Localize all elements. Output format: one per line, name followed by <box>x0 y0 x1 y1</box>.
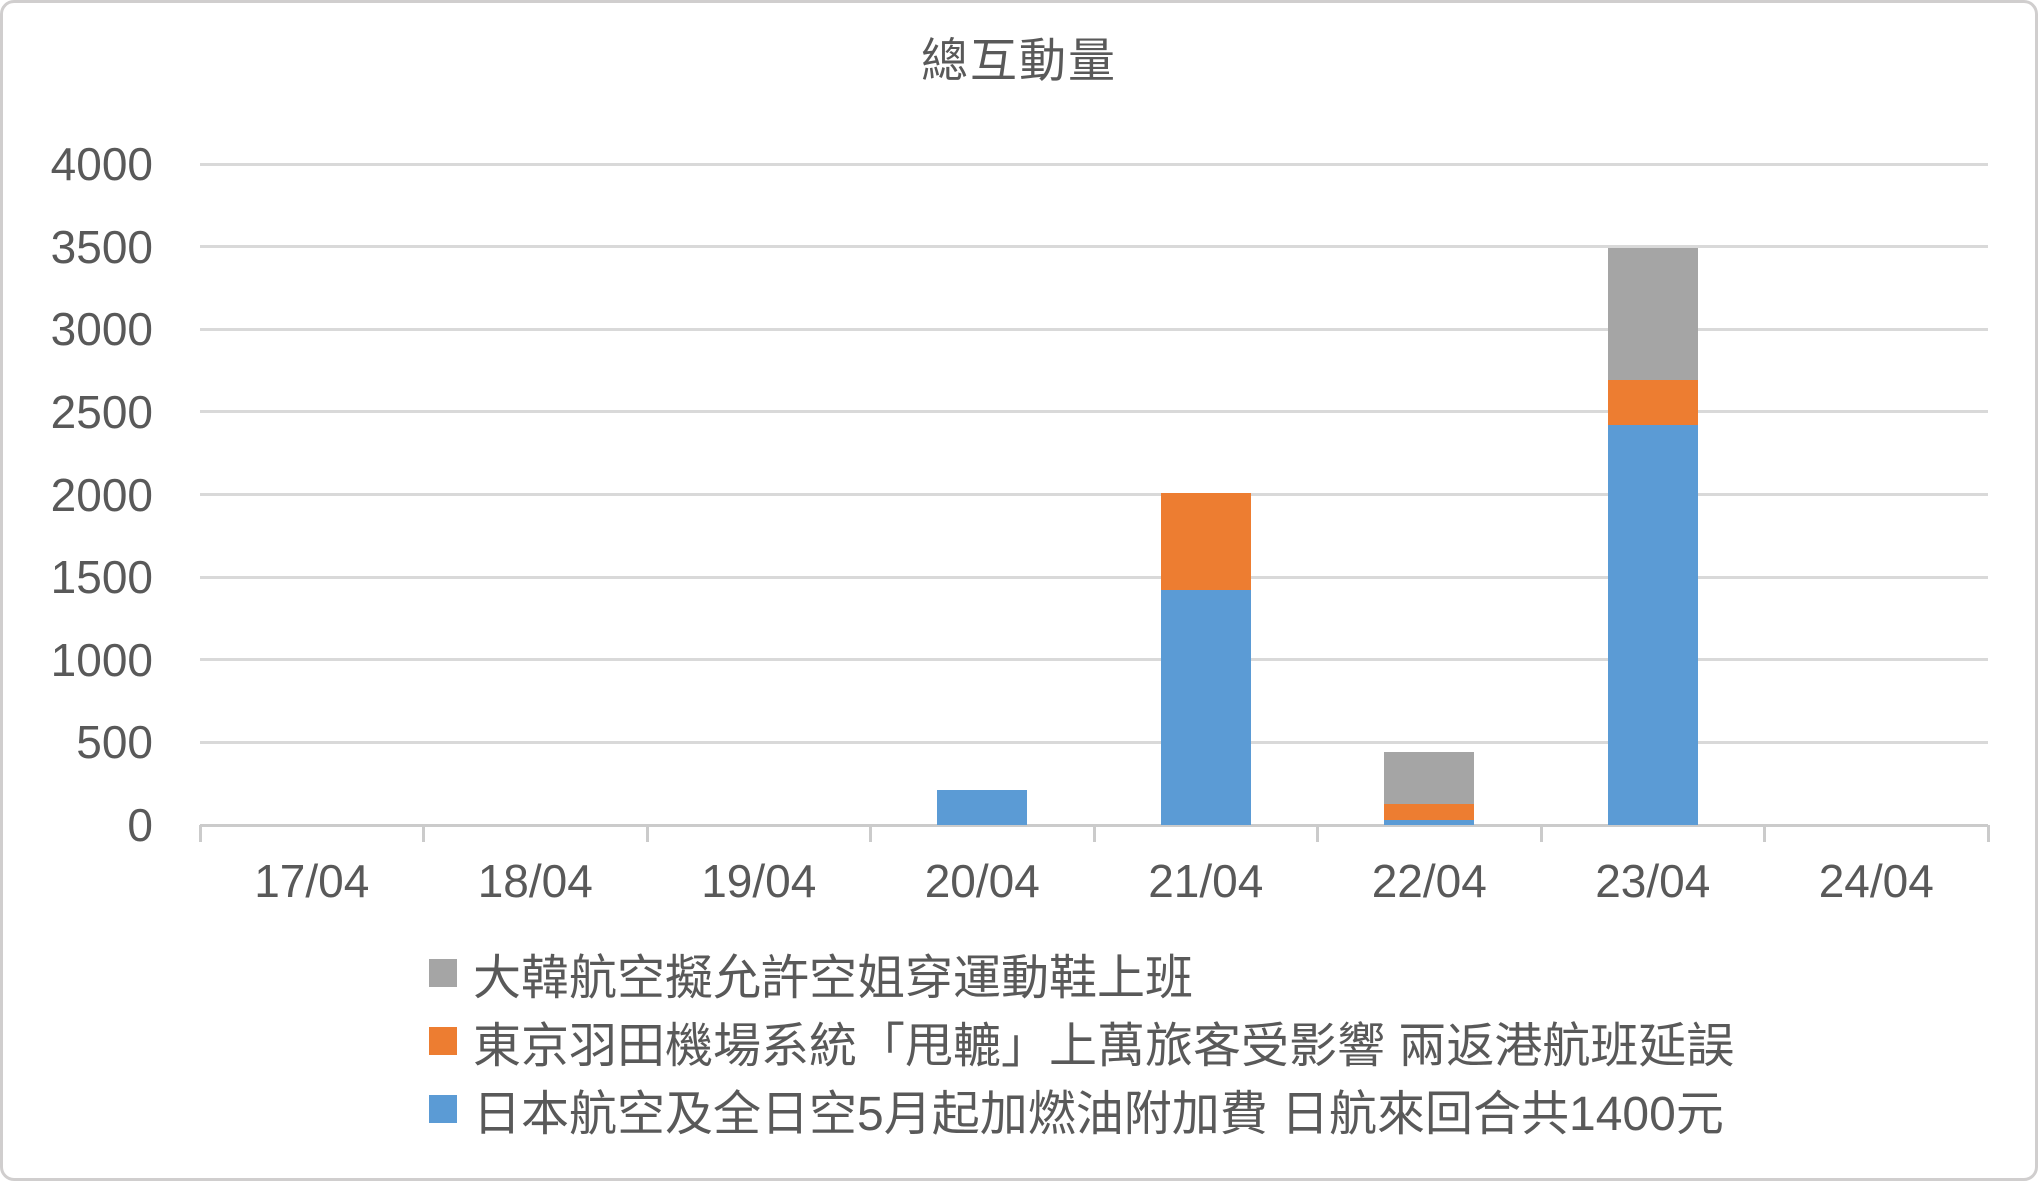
legend-label: 日本航空及全日空5月起加燃油附加費 日航來回合共1400元 <box>473 1088 1724 1141</box>
bar-segment <box>1384 820 1475 825</box>
x-axis-tick-mark <box>1539 825 1543 842</box>
bar-segment <box>1607 425 1698 825</box>
gridline <box>200 658 1988 662</box>
x-axis-tick-label: 19/04 <box>701 855 817 907</box>
y-axis-tick-label: 1000 <box>50 633 153 686</box>
legend: 大韓航空擬允許空姐穿運動鞋上班東京羽田機場系統「甩轆」上萬旅客受影響 兩返港航班… <box>429 939 1734 1143</box>
y-axis-tick-label: 1500 <box>50 551 153 604</box>
x-axis-tick-mark <box>645 825 649 842</box>
legend-item: 日本航空及全日空5月起加燃油附加費 日航來回合共1400元 <box>429 1075 1734 1143</box>
gridline <box>200 245 1988 249</box>
x-axis-tick-mark <box>1986 825 1990 842</box>
bar-segment <box>1160 492 1251 591</box>
gridline <box>200 575 1988 579</box>
gridline <box>200 327 1988 331</box>
bar-segment <box>1384 803 1475 821</box>
y-axis-tick-label: 500 <box>76 716 153 769</box>
y-axis-tick-label: 4000 <box>50 138 153 190</box>
bar-segment <box>1607 248 1698 381</box>
legend-label: 東京羽田機場系統「甩轆」上萬旅客受影響 兩返港航班延誤 <box>473 1020 1735 1073</box>
x-axis-tick-label: 23/04 <box>1595 855 1711 907</box>
x-axis-tick-mark <box>198 825 202 842</box>
chart-title: 總互動量 <box>921 34 1117 87</box>
y-axis-tick-label: 0 <box>127 799 153 851</box>
legend-item: 東京羽田機場系統「甩轆」上萬旅客受影響 兩返港航班延誤 <box>429 1007 1734 1075</box>
bar-segment <box>1384 752 1475 804</box>
gridline <box>200 162 1988 166</box>
x-axis-tick-mark <box>1763 825 1766 842</box>
x-axis-tick-mark <box>422 825 425 842</box>
bar-segment <box>1607 380 1698 426</box>
bar-segment <box>937 790 1028 825</box>
bar-segment <box>1160 590 1251 825</box>
x-axis-tick-mark <box>1316 825 1319 842</box>
x-axis-tick-label: 18/04 <box>477 855 593 907</box>
y-axis-tick-label: 3000 <box>50 303 153 356</box>
legend-swatch-icon <box>429 1095 457 1123</box>
y-axis-tick-label: 2500 <box>50 385 153 438</box>
x-axis-tick-label: 21/04 <box>1148 855 1264 907</box>
y-axis-tick-label: 2000 <box>50 468 153 521</box>
legend-swatch-icon <box>429 959 457 987</box>
gridline <box>200 410 1988 414</box>
x-axis-tick-label: 24/04 <box>1818 855 1934 907</box>
legend-item: 大韓航空擬允許空姐穿運動鞋上班 <box>429 939 1734 1007</box>
y-axis-tick-label: 3500 <box>50 220 153 273</box>
x-axis-tick-label: 20/04 <box>924 855 1040 907</box>
gridline <box>200 740 1988 744</box>
x-axis-tick-label: 17/04 <box>254 855 370 907</box>
gridline <box>200 493 1988 496</box>
x-axis-tick-mark <box>869 825 872 842</box>
legend-swatch-icon <box>429 1027 457 1055</box>
x-axis-tick-label: 22/04 <box>1371 855 1487 907</box>
legend-label: 大韓航空擬允許空姐穿運動鞋上班 <box>473 952 1194 1005</box>
x-axis-tick-mark <box>1092 825 1096 842</box>
